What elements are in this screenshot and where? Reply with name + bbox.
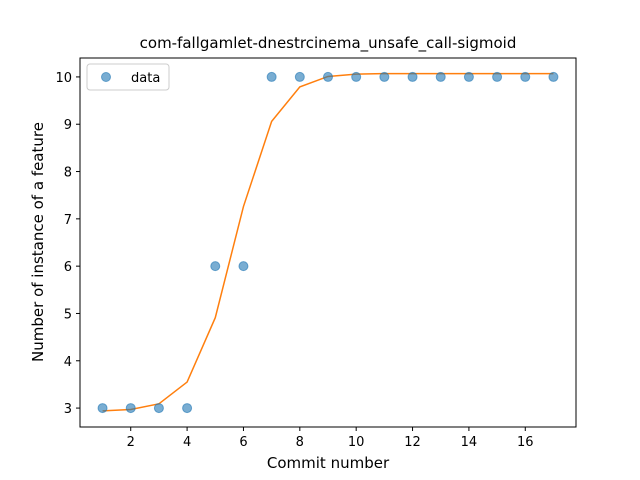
data-point (97, 403, 108, 414)
y-tick-label: 4 (64, 355, 72, 370)
data-point (153, 403, 164, 414)
y-tick-label: 6 (64, 260, 72, 275)
y-tick-label: 9 (64, 118, 72, 133)
data-point (294, 71, 305, 82)
data-point (182, 403, 193, 414)
data-point (210, 261, 221, 272)
data-point (435, 71, 446, 82)
y-tick-label: 8 (64, 166, 72, 181)
x-tick-label: 8 (296, 435, 304, 450)
x-tick-label: 2 (127, 435, 135, 450)
data-point (520, 71, 531, 82)
data-point (238, 261, 249, 272)
data-point (407, 71, 418, 82)
legend-frame (86, 63, 170, 91)
legend: data (86, 63, 170, 91)
data-point (125, 403, 136, 414)
x-tick-label: 14 (461, 435, 478, 450)
data-point (323, 71, 333, 82)
x-tick-label: 16 (517, 435, 534, 450)
y-tick-label: 7 (64, 213, 72, 228)
x-axis-label: Commit number (267, 454, 390, 472)
y-axis-label: Number of instance of a feature (29, 122, 47, 362)
y-tick-label: 3 (64, 402, 72, 417)
x-tick-label: 10 (348, 435, 365, 450)
data-point (379, 71, 390, 82)
legend-marker-data (101, 72, 111, 82)
y-tick-label: 5 (64, 307, 72, 322)
data-point (463, 71, 474, 82)
legend-label-data: data (131, 71, 160, 86)
x-tick-label: 4 (183, 435, 191, 450)
plot-frame (79, 57, 577, 428)
y-tick-label: 10 (55, 71, 72, 86)
data-point (492, 71, 503, 82)
x-tick-label: 12 (404, 435, 421, 450)
chart-title: com-fallgamlet-dnestrcinema_unsafe_call-… (140, 34, 517, 53)
data-point (548, 71, 559, 82)
x-tick-label: 6 (239, 435, 247, 450)
data-point (351, 71, 362, 82)
data-point (266, 71, 277, 82)
